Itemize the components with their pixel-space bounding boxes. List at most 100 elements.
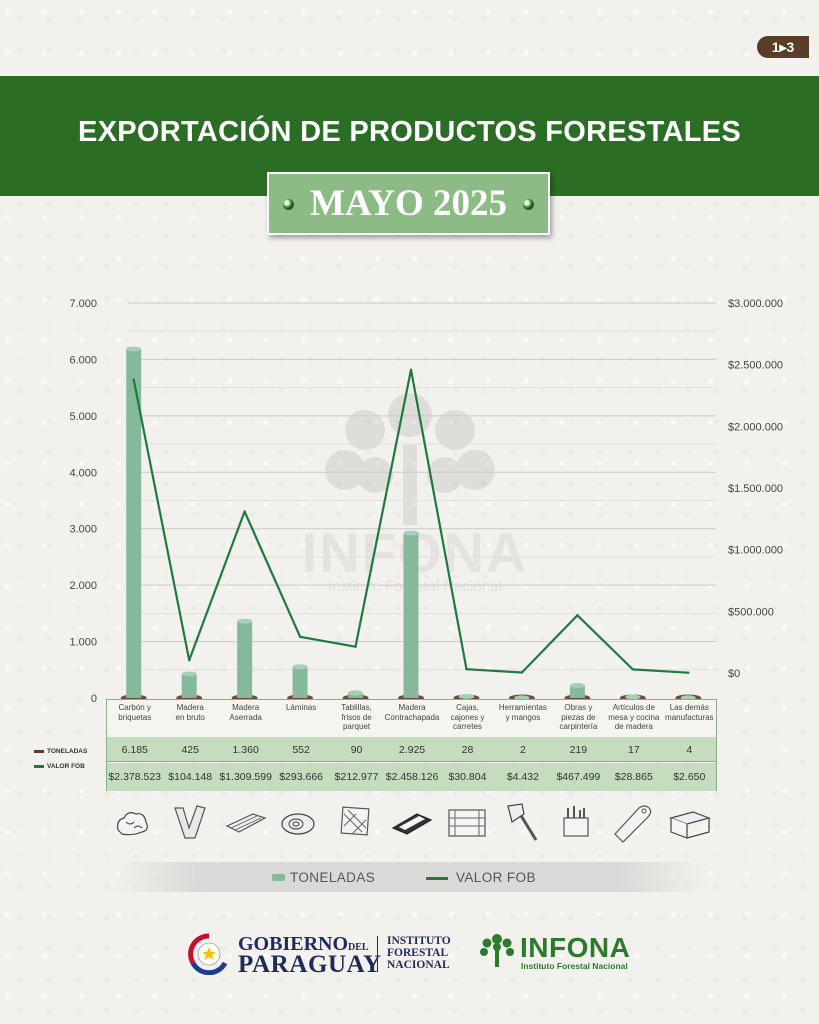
- carpentry-tools-icon-graphic: [563, 806, 589, 837]
- category-label-line: Tablillas,: [341, 703, 372, 712]
- toneladas-value: 4: [686, 744, 693, 756]
- paraguay-seal-icon: [188, 933, 228, 975]
- y-left-tick-label: 4.000: [69, 467, 97, 479]
- category-label: Cajas, cajones y carretes: [440, 703, 496, 732]
- valor-fob-swatch: [34, 764, 44, 768]
- valor-fob-value: $30.804: [448, 771, 487, 783]
- crate-icon: [445, 800, 501, 844]
- export-chart: 7.000 6.000 5.000 4.000 3.000 2.000 1.000 0 $3.0…: [69, 298, 783, 705]
- valor-fob-value: $4.432: [506, 771, 539, 783]
- bullet-dot-icon: [283, 199, 294, 210]
- instituto-line: NACIONAL: [387, 959, 450, 971]
- bar-cap: [181, 671, 197, 677]
- toneladas-value: 6.185: [121, 744, 148, 756]
- valor-fob-value: $28.865: [614, 771, 653, 783]
- instituto-line: INSTITUTO: [387, 935, 451, 947]
- line-point: [243, 510, 246, 513]
- page-badge: 1▸3: [757, 36, 809, 58]
- valor-fob-value: $2.378.523: [108, 771, 162, 783]
- bar-cap: [403, 530, 419, 536]
- category-label: Carbón y briquetas: [107, 703, 163, 722]
- line-point: [576, 614, 579, 617]
- toneladas-value: 219: [569, 744, 588, 756]
- line-point: [298, 635, 302, 638]
- y-right-tick-label: $2.000.000: [728, 421, 783, 433]
- toneladas-value: 552: [292, 744, 310, 756]
- valor-fob-value: $2.650: [673, 771, 706, 783]
- category-label-line: manufacturas: [665, 712, 714, 722]
- y-left-tick-label: 5.000: [69, 411, 97, 423]
- y-left-tick-label: 6.000: [69, 354, 97, 366]
- toneladas-value: 90: [350, 744, 363, 756]
- bar: [569, 685, 585, 698]
- cutting-board-icon: [611, 800, 667, 844]
- toneladas-value: 28: [461, 744, 474, 756]
- valor-fob-row-label: VALOR FOB: [34, 763, 85, 770]
- valor-fob-value: $467.499: [556, 771, 601, 783]
- category-label-line: Artículos de: [612, 703, 655, 712]
- sawn-wood-icon-graphic: [225, 813, 267, 833]
- subtitle-box: MAYO 2025: [267, 172, 550, 235]
- category-label-line: Carbón y: [118, 703, 151, 712]
- line-point: [687, 671, 690, 674]
- toneladas-value: 425: [181, 744, 199, 756]
- category-label-line: frisos de: [341, 712, 372, 722]
- line-point: [409, 368, 413, 372]
- toneladas-value: 1.360: [232, 744, 259, 756]
- category-label-line: Madera: [176, 703, 204, 712]
- watermark-tree-icon: [325, 393, 495, 525]
- category-label-line: parquet: [342, 722, 371, 731]
- valor-fob-value: $212.977: [334, 771, 379, 783]
- cutting-board-icon-graphic: [614, 805, 652, 843]
- legend: TONELADAS VALOR FOB: [112, 862, 708, 892]
- log-icon: [167, 800, 223, 844]
- bar: [348, 692, 364, 698]
- valor-fob-value: $2.458.126: [385, 771, 439, 783]
- line-point: [465, 668, 468, 671]
- toneladas-swatch: [34, 749, 44, 753]
- y-left-tick-label: 0: [91, 693, 97, 705]
- bar: [292, 666, 308, 698]
- line-point: [132, 378, 135, 381]
- log-icon-graphic: [174, 805, 207, 839]
- infona-tree-icon: [480, 934, 514, 967]
- icon-row: [106, 796, 717, 846]
- gobierno-word: GOBIERNO: [238, 933, 349, 955]
- charcoal-icon: [112, 800, 168, 844]
- y-left-tick-label: 3.000: [69, 524, 97, 536]
- y-left-tick-label: 7.000: [69, 298, 97, 310]
- category-label-line: briquetas: [118, 712, 152, 722]
- plywood-icon: [389, 800, 445, 844]
- category-label-line: Madera: [398, 703, 426, 712]
- category-row: Carbón y briquetas Madera en bruto Madera Ase…: [107, 700, 716, 737]
- category-label: Tablillas, frisos de parquet: [329, 703, 385, 732]
- bar-cap: [237, 618, 253, 624]
- legend-valor-fob-swatch: [426, 877, 448, 880]
- category-label-line: Las demás: [669, 703, 709, 712]
- bar: [237, 621, 253, 698]
- category-label-line: Madera: [232, 703, 260, 712]
- gobierno-text: GOBIERNODEL: [238, 933, 369, 956]
- category-label-line: de madera: [614, 722, 653, 731]
- y-right-tick-label: $0: [728, 668, 740, 680]
- carpentry-tools-icon: [556, 800, 612, 844]
- y-left-tick-label: 1.000: [69, 637, 97, 649]
- category-label-line: Cajas,: [456, 703, 479, 712]
- instituto-line: FORESTAL: [387, 947, 449, 959]
- parquet-icon: [334, 800, 390, 844]
- category-label: Madera Contrachapada: [384, 703, 440, 722]
- page-title: EXPORTACIÓN DE PRODUCTOS FORESTALES: [77, 116, 742, 148]
- charcoal-icon-graphic: [117, 812, 148, 836]
- data-table: Carbón y briquetas Madera en bruto Madera Ase…: [106, 699, 717, 791]
- bar: [181, 674, 197, 698]
- toneladas-value: 17: [627, 744, 640, 756]
- category-label-line: cajones y: [450, 712, 485, 722]
- valor-fob-value: $1.309.599: [219, 771, 272, 783]
- bar-cap: [126, 346, 142, 352]
- valor-fob-value: $293.666: [279, 771, 323, 783]
- bar-cap: [292, 664, 308, 670]
- category-label-line: carpintería: [559, 722, 598, 731]
- infona-logo-subtext: Instituto Forestal Nacional: [521, 961, 628, 971]
- category-label: Las demás manufacturas: [662, 703, 718, 722]
- bar: [403, 532, 419, 698]
